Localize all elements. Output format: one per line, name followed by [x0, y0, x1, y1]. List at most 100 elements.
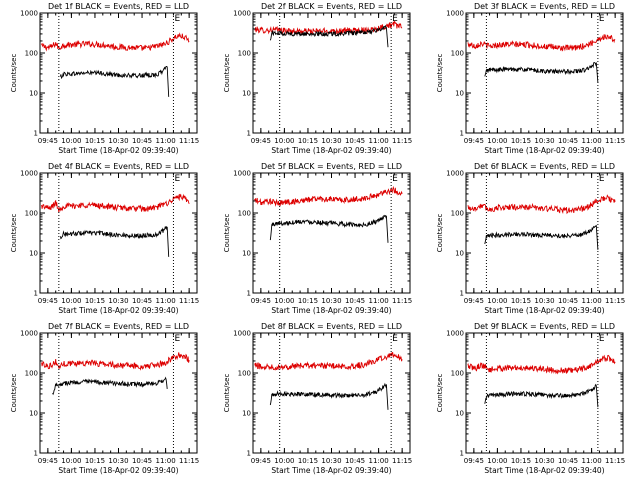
y-tick-label: 1	[460, 290, 464, 298]
x-tick-label: 10:30	[108, 297, 128, 305]
x-tick-label: 10:15	[298, 297, 318, 305]
x-tick-label: 11:15	[605, 457, 625, 465]
y-tick-label: 1000	[233, 10, 251, 18]
x-tick-label: 10:45	[345, 457, 365, 465]
y-tick-label: 100	[451, 210, 464, 218]
event-rate-line	[269, 24, 389, 48]
y-axis-label: Counts/sec	[10, 374, 18, 413]
chart-title: Det 8f BLACK = Events, RED = LLD	[261, 322, 402, 331]
lld-rate-line	[254, 185, 403, 207]
x-tick-label: 10:00	[274, 457, 294, 465]
event-rate-line	[484, 383, 599, 408]
lld-rate-line	[41, 32, 190, 52]
y-tick-label: 1000	[20, 170, 38, 178]
series-group	[41, 32, 190, 97]
y-axis-label: Counts/sec	[223, 54, 231, 93]
x-tick-label: 10:00	[61, 297, 81, 305]
y-tick-label: 10	[455, 410, 464, 418]
x-tick-label: 11:15	[605, 297, 625, 305]
y-tick-label: 1	[247, 290, 251, 298]
x-tick-label: 11:00	[369, 457, 389, 465]
x-tick-label: 10:45	[558, 297, 578, 305]
interval-marker-label: E	[392, 14, 398, 24]
x-tick-label: 09:45	[38, 457, 58, 465]
x-tick-label: 09:45	[251, 137, 271, 145]
y-axis-label: Counts/sec	[10, 214, 18, 253]
x-tick-label: 09:45	[464, 457, 484, 465]
y-tick-label: 100	[25, 370, 38, 378]
x-tick-label: 10:00	[487, 137, 507, 145]
x-tick-label: 11:00	[156, 297, 176, 305]
y-tick-label: 10	[242, 250, 251, 258]
y-tick-label: 1	[34, 450, 38, 458]
x-tick-label: 10:00	[487, 457, 507, 465]
lld-rate-line	[467, 194, 616, 215]
x-tick-label: 09:45	[251, 457, 271, 465]
x-tick-label: 09:45	[251, 297, 271, 305]
y-tick-label: 1	[34, 130, 38, 138]
y-tick-label: 1000	[233, 330, 251, 338]
x-tick-label: 10:00	[61, 457, 81, 465]
x-tick-label: 10:30	[534, 137, 554, 145]
chart-panel-5: Det 5f BLACK = Events, RED = LLD E 1 10 100 1…	[223, 162, 412, 315]
series-group	[41, 352, 190, 396]
x-tick-label: 10:15	[298, 457, 318, 465]
chart-title: Det 1f BLACK = Events, RED = LLD	[48, 2, 189, 11]
y-tick-label: 10	[455, 250, 464, 258]
x-tick-label: 11:00	[582, 297, 602, 305]
event-rate-line	[52, 376, 168, 396]
y-tick-label: 100	[238, 50, 251, 58]
x-axis-label: Start Time (18-Apr-02 09:39:40)	[484, 466, 604, 475]
series-group	[41, 193, 190, 257]
x-tick-label: 11:15	[605, 137, 625, 145]
chart-panel-6: Det 6f BLACK = Events, RED = LLD E 1 10 100 1…	[436, 162, 625, 315]
x-tick-label: 10:00	[274, 137, 294, 145]
x-tick-label: 10:00	[274, 297, 294, 305]
x-tick-label: 10:15	[85, 137, 105, 145]
series-group	[254, 185, 403, 243]
x-tick-label: 09:45	[38, 297, 58, 305]
x-tick-label: 11:00	[582, 137, 602, 145]
chart-title: Det 7f BLACK = Events, RED = LLD	[48, 322, 189, 331]
x-tick-label: 10:15	[511, 137, 531, 145]
x-tick-label: 10:30	[321, 137, 341, 145]
event-rate-line	[59, 66, 170, 97]
chart-title: Det 6f BLACK = Events, RED = LLD	[474, 162, 615, 171]
event-rate-line	[269, 214, 389, 243]
interval-marker-label: E	[392, 174, 398, 184]
x-tick-label: 10:45	[132, 297, 152, 305]
event-rate-line	[484, 224, 599, 250]
y-tick-label: 1000	[446, 170, 464, 178]
x-tick-label: 10:30	[321, 297, 341, 305]
event-rate-line	[484, 61, 599, 83]
x-axis-label: Start Time (18-Apr-02 09:39:40)	[58, 466, 178, 475]
lld-rate-line	[467, 354, 616, 375]
y-axis-label: Counts/sec	[10, 54, 18, 93]
y-axis-label: Counts/sec	[223, 214, 231, 253]
event-rate-line	[269, 382, 389, 410]
x-tick-label: 11:15	[179, 137, 199, 145]
chart-title: Det 2f BLACK = Events, RED = LLD	[261, 2, 402, 11]
y-tick-label: 100	[451, 370, 464, 378]
x-tick-label: 10:45	[132, 137, 152, 145]
x-tick-label: 11:15	[179, 457, 199, 465]
x-tick-label: 10:45	[132, 457, 152, 465]
x-axis-label: Start Time (18-Apr-02 09:39:40)	[58, 306, 178, 315]
y-tick-label: 10	[242, 90, 251, 98]
y-tick-label: 1000	[446, 330, 464, 338]
event-rate-line	[59, 226, 170, 257]
y-axis-label: Counts/sec	[436, 374, 444, 413]
lld-rate-line	[467, 34, 616, 52]
interval-marker-label: E	[392, 334, 398, 344]
interval-marker-label: E	[599, 14, 605, 24]
series-group	[467, 354, 616, 408]
chart-panel-1: Det 1f BLACK = Events, RED = LLD E 1 10 100 1…	[10, 2, 199, 155]
y-tick-label: 1000	[446, 10, 464, 18]
x-axis-label: Start Time (18-Apr-02 09:39:40)	[271, 146, 391, 155]
chart-panel-3: Det 3f BLACK = Events, RED = LLD E 1 10 100 1…	[436, 2, 625, 155]
y-tick-label: 1000	[233, 170, 251, 178]
x-tick-label: 11:15	[392, 457, 412, 465]
x-tick-label: 10:30	[534, 457, 554, 465]
y-tick-label: 1000	[20, 330, 38, 338]
